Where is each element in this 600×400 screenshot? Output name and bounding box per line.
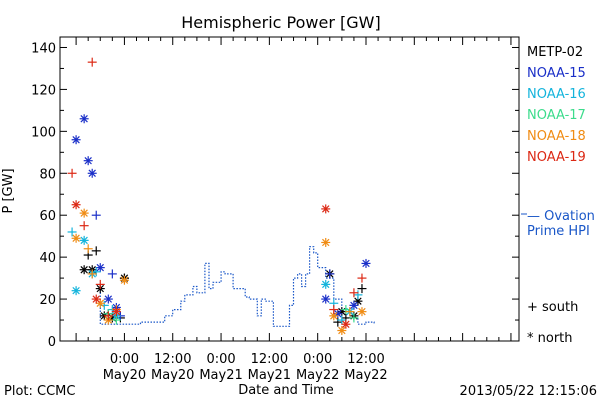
legend-entry: NOAA-18 [527, 129, 586, 144]
data-point-north [95, 263, 105, 273]
plot-source-label: Plot: CCMC [4, 384, 75, 399]
y-tick-label: 140 [31, 41, 56, 56]
legend-entry: NOAA-15 [527, 66, 586, 81]
y-tick-label: 60 [39, 209, 56, 224]
y-axis-label: P [GW] [1, 168, 16, 213]
data-point-south [91, 210, 101, 220]
data-point-north [71, 233, 81, 243]
x-tick-label-time: 12:00 [251, 352, 288, 367]
y-tick-label: 20 [39, 293, 56, 308]
marker-legend-south: + south [527, 300, 578, 315]
data-point-north [341, 319, 351, 329]
data-point-north [321, 204, 331, 214]
data-point-south [345, 307, 355, 317]
data-point-north [349, 300, 359, 310]
data-point-north [119, 275, 129, 285]
data-point-north [83, 156, 93, 166]
ovation-prime-hpi-line [99, 213, 527, 327]
data-point-south [337, 315, 347, 325]
data-point-south [67, 168, 77, 178]
chart-title: Hemispheric Power [GW] [181, 13, 380, 32]
data-point-north [329, 311, 339, 321]
data-point-south [87, 269, 97, 279]
x-tick-label-time: 0:00 [303, 352, 332, 367]
data-point-south [87, 57, 97, 67]
x-tick-label-date: May21 [199, 368, 242, 383]
data-point-south [99, 300, 109, 310]
x-tick-label-time: 12:00 [154, 352, 191, 367]
x-tick-label-date: May22 [344, 368, 387, 383]
data-point-south [95, 279, 105, 289]
data-point-north [111, 307, 121, 317]
data-point-north [337, 326, 347, 336]
series-legend: METP-02 NOAA-15 NOAA-16 NOAA-17 NOAA-18 NOAA-… [527, 45, 586, 165]
x-axis-label: Date and Time [238, 383, 334, 398]
data-point-south [333, 317, 343, 327]
satellite-points [67, 57, 371, 336]
plot-frame [59, 36, 520, 342]
data-point-south [353, 290, 363, 300]
data-point-south [91, 246, 101, 256]
data-point-north [103, 294, 113, 304]
data-point-north [79, 114, 89, 124]
data-point-south [325, 269, 335, 279]
x-tick-label-time: 0:00 [206, 352, 235, 367]
y-tick-label: 0 [48, 335, 56, 350]
x-tick-label-date: May21 [248, 368, 291, 383]
plot-timestamp: 2013/05/22 12:15:06 [460, 384, 597, 399]
data-point-north [361, 258, 371, 268]
legend-entry: NOAA-17 [527, 108, 586, 123]
data-point-north [87, 168, 97, 178]
data-point-south [341, 305, 351, 315]
legend-entry: METP-02 [527, 45, 583, 60]
legend-entry: NOAA-16 [527, 87, 586, 102]
data-point-south [357, 284, 367, 294]
data-point-south [357, 273, 367, 283]
data-point-north [71, 286, 81, 296]
data-point-south [349, 313, 359, 323]
data-point-north [321, 237, 331, 247]
x-tick-label-time: 0:00 [110, 352, 139, 367]
data-point-south [111, 315, 121, 325]
data-point-north [79, 235, 89, 245]
y-axis-ticks: 0 20 40 60 80 100 120 140 [31, 41, 519, 350]
legend-entry: NOAA-19 [527, 150, 586, 165]
data-point-south [349, 288, 359, 298]
data-point-north [71, 135, 81, 145]
x-tick-label-date: May22 [296, 368, 339, 383]
x-tick-label-time: 12:00 [347, 352, 384, 367]
y-tick-label: 100 [31, 125, 56, 140]
plot-axes [59, 36, 520, 342]
x-axis-ticks: 0:00May2012:00May200:00May2112:00May210:… [75, 37, 512, 383]
data-point-south [67, 227, 77, 237]
data-point-north [79, 265, 89, 275]
y-tick-label: 80 [39, 167, 56, 182]
data-point-north [357, 307, 367, 317]
data-point-north [321, 279, 331, 289]
x-tick-label-date: May20 [151, 368, 194, 383]
y-tick-label: 120 [31, 83, 56, 98]
data-point-south [329, 305, 339, 315]
data-point-north [333, 309, 343, 319]
data-point-south [91, 267, 101, 277]
y-tick-label: 40 [39, 251, 56, 266]
data-point-north [91, 294, 101, 304]
data-point-north [71, 200, 81, 210]
x-tick-label-date: May20 [103, 368, 146, 383]
data-point-south [103, 311, 113, 321]
data-point-north [321, 294, 331, 304]
ovation-legend-line2: Prime HPI [527, 224, 590, 239]
ovation-legend-line1: — Ovation [527, 209, 595, 224]
data-point-south [83, 244, 93, 254]
data-point-north [79, 208, 89, 218]
data-point-south [79, 221, 89, 231]
data-point-south [107, 269, 117, 279]
marker-legend-north: * north [527, 331, 573, 346]
